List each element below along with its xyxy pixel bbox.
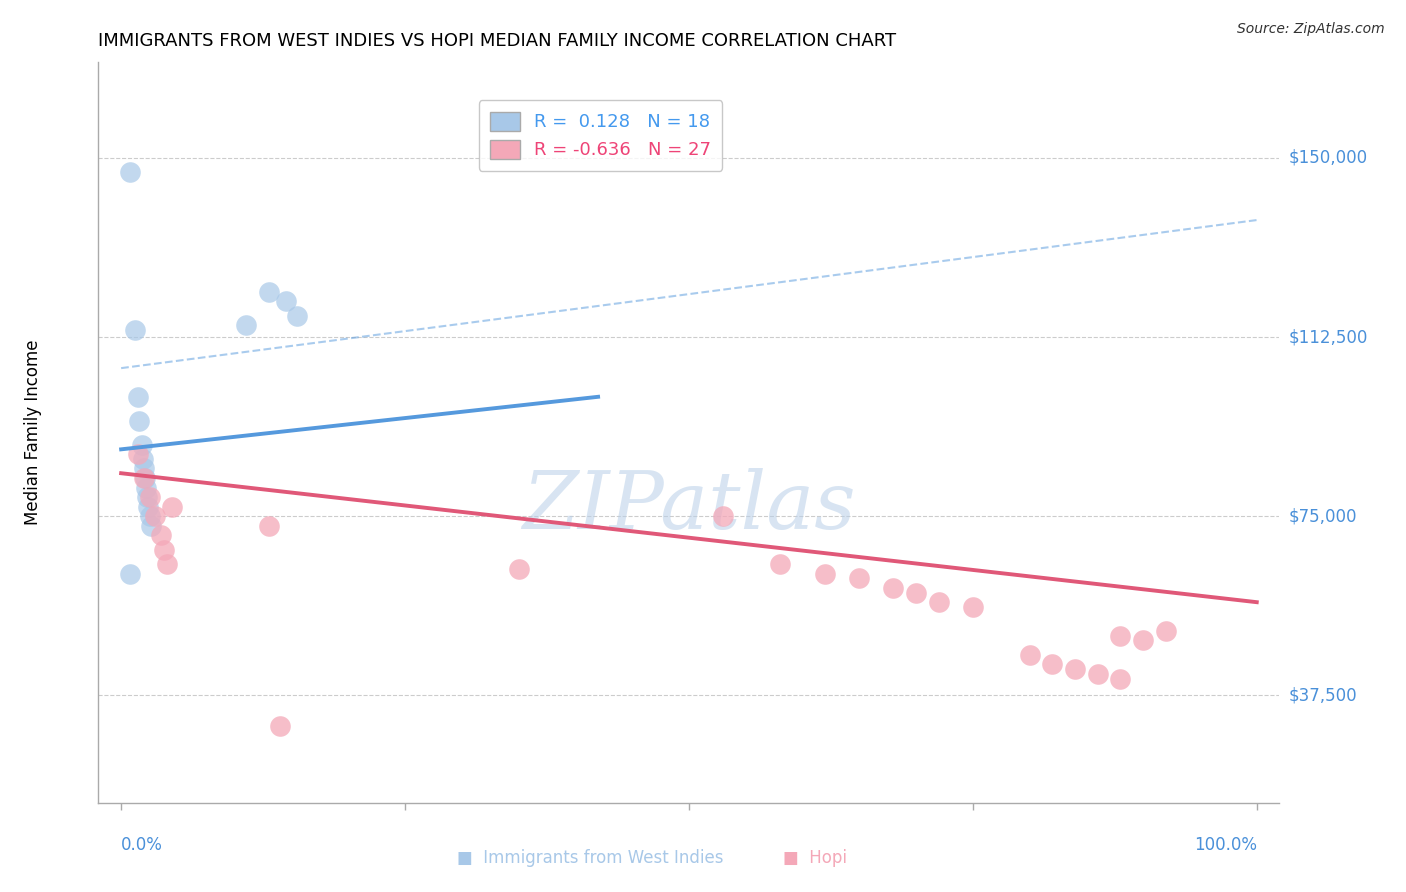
Legend: R =  0.128   N = 18, R = -0.636   N = 27: R = 0.128 N = 18, R = -0.636 N = 27 xyxy=(479,101,723,170)
Point xyxy=(905,585,928,599)
Point xyxy=(132,461,155,475)
Text: $37,500: $37,500 xyxy=(1288,686,1357,705)
Point xyxy=(1154,624,1177,638)
Point xyxy=(120,566,142,581)
Point xyxy=(257,285,280,299)
Point xyxy=(155,557,177,571)
Point xyxy=(162,500,183,514)
Point xyxy=(127,390,149,404)
Point xyxy=(120,165,142,179)
Point xyxy=(285,309,308,323)
Point xyxy=(139,518,162,533)
Point xyxy=(124,323,146,337)
Point xyxy=(962,599,984,614)
Point xyxy=(1109,672,1132,686)
Point xyxy=(928,595,950,609)
Point xyxy=(138,509,160,524)
Point xyxy=(848,571,870,585)
Point xyxy=(132,471,155,485)
Text: ■  Immigrants from West Indies: ■ Immigrants from West Indies xyxy=(457,849,724,867)
Point xyxy=(131,437,153,451)
Text: ZIPatlas: ZIPatlas xyxy=(522,468,856,545)
Text: Median Family Income: Median Family Income xyxy=(24,340,42,525)
Point xyxy=(882,581,904,595)
Point xyxy=(136,490,159,504)
Text: 0.0%: 0.0% xyxy=(121,836,163,855)
Point xyxy=(143,509,166,524)
Point xyxy=(127,447,149,461)
Point xyxy=(138,500,160,514)
Point xyxy=(1040,657,1063,672)
Point xyxy=(135,481,157,495)
Point xyxy=(132,451,155,466)
Point xyxy=(769,557,792,571)
Text: $75,000: $75,000 xyxy=(1288,508,1357,525)
Point xyxy=(138,490,160,504)
Text: $150,000: $150,000 xyxy=(1288,149,1368,167)
Text: $112,500: $112,500 xyxy=(1288,328,1368,346)
Point xyxy=(274,294,297,309)
Point xyxy=(814,566,837,581)
Point xyxy=(134,471,156,485)
Text: ■  Hopi: ■ Hopi xyxy=(783,849,848,867)
Point xyxy=(1132,633,1154,648)
Text: 100.0%: 100.0% xyxy=(1194,836,1257,855)
Point xyxy=(508,562,530,576)
Point xyxy=(149,528,172,542)
Point xyxy=(1064,662,1087,676)
Point xyxy=(1087,666,1109,681)
Point xyxy=(257,518,280,533)
Point xyxy=(269,719,291,733)
Point xyxy=(1109,629,1132,643)
Point xyxy=(711,509,734,524)
Point xyxy=(153,542,176,557)
Text: Source: ZipAtlas.com: Source: ZipAtlas.com xyxy=(1237,22,1385,37)
Text: IMMIGRANTS FROM WEST INDIES VS HOPI MEDIAN FAMILY INCOME CORRELATION CHART: IMMIGRANTS FROM WEST INDIES VS HOPI MEDI… xyxy=(98,32,897,50)
Point xyxy=(1018,648,1040,662)
Point xyxy=(128,414,150,428)
Point xyxy=(235,318,257,333)
